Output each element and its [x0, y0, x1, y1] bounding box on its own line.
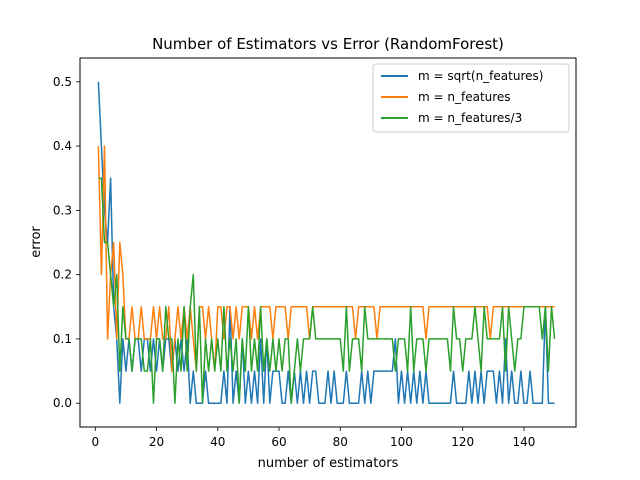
y-tick-label: 0.5 [53, 75, 72, 89]
x-tick-label: 80 [333, 435, 348, 449]
y-tick-label: 0.0 [53, 396, 72, 410]
y-axis: 0.0 0.1 0.2 0.3 0.4 0.5 [53, 75, 80, 410]
legend: m = sqrt(n_features) m = n_features m = … [372, 63, 570, 133]
y-tick-label: 0.1 [53, 332, 72, 346]
x-tick-label: 40 [210, 435, 225, 449]
y-tick-label: 0.4 [53, 139, 72, 153]
legend-label-series-1: m = sqrt(n_features) [418, 69, 543, 83]
x-tick-label: 0 [91, 435, 99, 449]
y-tick-label: 0.3 [53, 203, 72, 217]
y-tick-label: 0.2 [53, 268, 72, 282]
chart-title: Number of Estimators vs Error (RandomFor… [152, 35, 504, 53]
legend-box [372, 63, 570, 133]
x-tick-label: 120 [451, 435, 474, 449]
x-tick-label: 100 [390, 435, 413, 449]
y-axis-label: error [29, 226, 44, 258]
x-axis-label: number of estimators [258, 456, 399, 471]
plot-lines [97, 81, 556, 404]
x-tick-label: 60 [271, 435, 286, 449]
x-tick-label: 20 [149, 435, 164, 449]
series-line-3 [98, 177, 556, 404]
legend-label-series-3: m = n_features/3 [418, 111, 522, 125]
x-axis: 0 20 40 60 80 100 120 140 [91, 427, 535, 449]
plot-frame [79, 57, 577, 428]
series-line-2 [97, 145, 555, 372]
legend-label-series-2: m = n_features [418, 90, 511, 104]
x-tick-label: 140 [512, 435, 535, 449]
